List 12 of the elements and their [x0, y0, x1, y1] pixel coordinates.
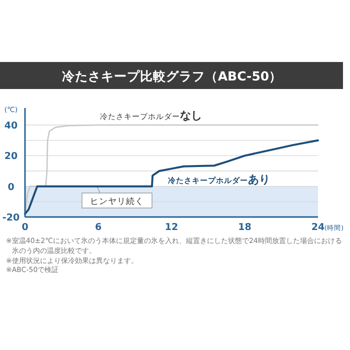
x-tick-label: 0 [22, 222, 29, 233]
y-tick-label: -20 [2, 212, 20, 224]
x-tick-label: 12 [164, 222, 178, 233]
band-label: ヒンヤリ続く [90, 196, 144, 207]
x-tick-label: 24 [311, 222, 325, 233]
y-tick-label: 20 [4, 151, 18, 162]
line-series [24, 139, 319, 215]
y-tick-label: 0 [8, 182, 15, 193]
x-tick-label: 18 [238, 222, 252, 233]
chart-title: 冷たさキープ比較グラフ（ABC-50） [62, 68, 282, 84]
y-tick-label: 40 [4, 120, 18, 132]
x-tick-label: 6 [94, 222, 102, 233]
